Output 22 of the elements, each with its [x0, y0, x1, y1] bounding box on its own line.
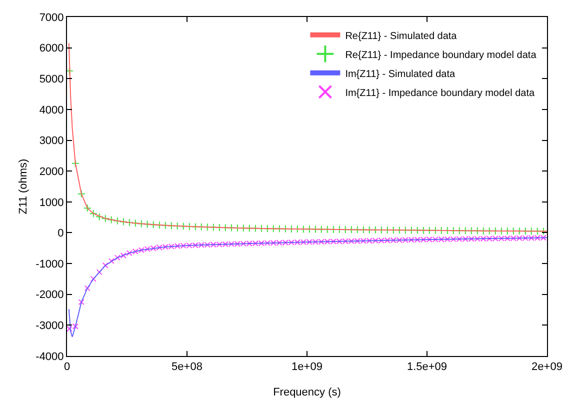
legend-label: Re{Z11} - Simulated data [345, 30, 458, 42]
y-tick-label: 1000 [39, 196, 64, 209]
legend-label: Im{Z11} - Simulated data [345, 68, 456, 80]
y-tick-label: -3000 [36, 320, 64, 332]
x-tick-label: 1e+09 [292, 361, 322, 374]
y-tick-label: 0 [58, 228, 64, 240]
y-axis-title: Z11 (ohms) [17, 158, 30, 214]
y-tick-label: -1000 [36, 258, 64, 270]
y-tick-label: 3000 [39, 135, 64, 148]
y-tick-label: 6000 [39, 42, 64, 55]
y-tick-label: -4000 [36, 350, 64, 363]
y-tick-label: 7000 [39, 12, 64, 24]
x-tick-label: 1.5e+09 [406, 361, 448, 374]
y-tick-label: 2000 [39, 166, 64, 178]
y-tick-label: -2000 [36, 289, 64, 302]
legend-label: Re{Z11} - Impedance boundary model data [345, 50, 537, 61]
y-tick-label: 4000 [39, 104, 64, 116]
x-tick-label: 2e+09 [532, 361, 562, 374]
x-tick-label: 5e+08 [172, 361, 202, 374]
x-axis-title: Frequency (s) [273, 386, 341, 398]
y-tick-label: 5000 [39, 73, 64, 86]
legend-label: Im{Z11} - Impedance boundary model data [345, 88, 536, 99]
